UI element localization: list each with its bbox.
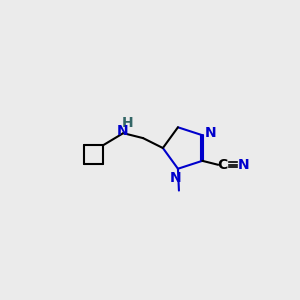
Text: C: C bbox=[217, 158, 227, 172]
Text: N: N bbox=[238, 158, 250, 172]
Text: N: N bbox=[116, 124, 128, 138]
Text: N: N bbox=[204, 126, 216, 140]
Text: H: H bbox=[122, 116, 133, 130]
Text: N: N bbox=[170, 171, 182, 185]
